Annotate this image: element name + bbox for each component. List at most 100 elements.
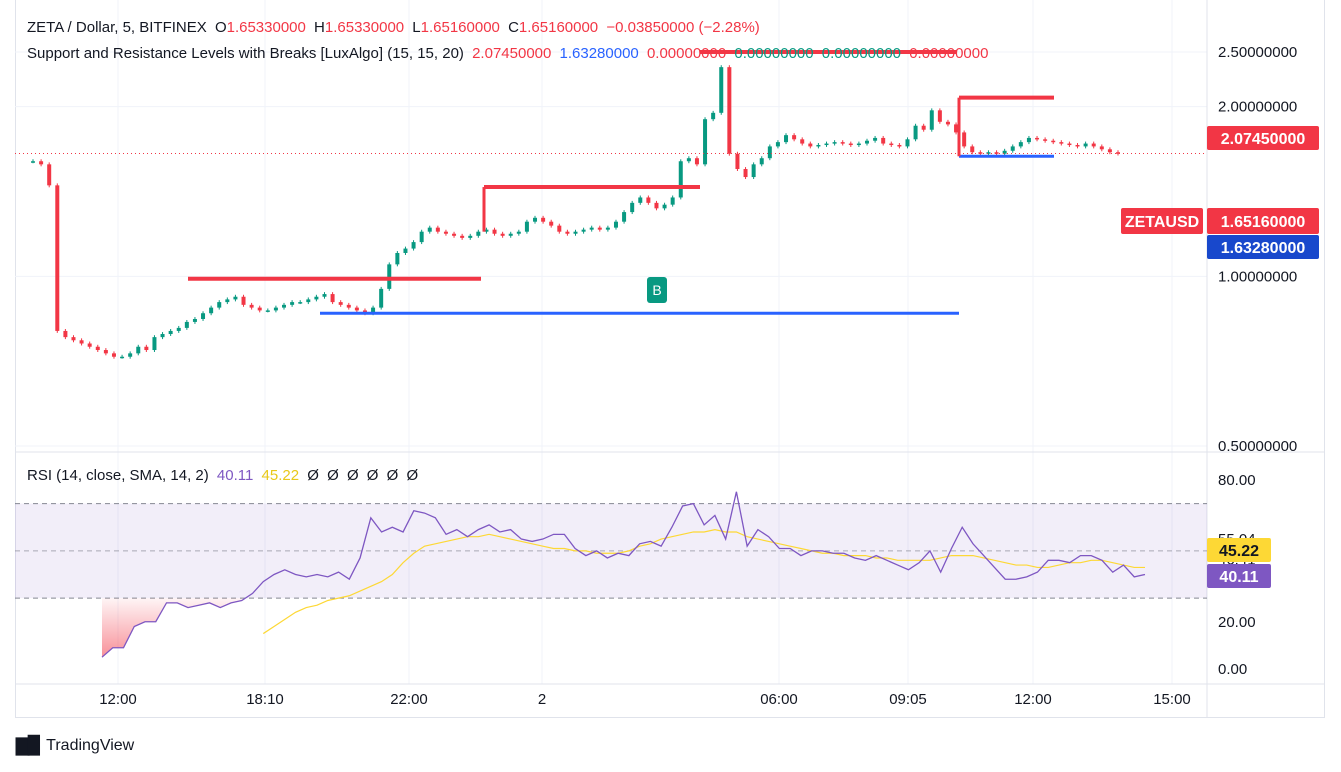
candle-body [71,337,76,341]
rsi-ma-line [262,528,1145,635]
candle-body [881,137,886,144]
candle-body [541,217,546,222]
symbol-badge [1121,208,1203,234]
candle-body [873,137,878,141]
rsi-empty-value: Ø [327,467,339,484]
candle-body [719,67,724,113]
candle-body [290,302,295,305]
candle-body [929,110,934,130]
price-axis-label: 2.50000000 [1218,44,1297,61]
candle-body [549,221,554,226]
rsi-axis-label: 0.00 [1218,661,1247,678]
candle-body [63,330,68,338]
brand-name: TradingView [46,737,135,754]
break-marker [647,277,667,303]
candle-body [727,67,732,154]
candle-body [711,112,716,120]
candle-body [273,307,278,311]
candle-body [662,204,667,209]
candle-body [816,144,821,147]
candle-body [954,124,959,133]
candle-body [168,330,173,335]
candle-body [371,307,376,314]
resistance-price-badge [1207,126,1319,150]
candle-body [1059,142,1064,144]
symbol-badge-text: ZETAUSD [1125,214,1199,231]
candle-body [160,334,165,338]
candle-body [411,242,416,249]
candle-body [913,125,918,140]
indicator-value: 0.00000000 [646,45,727,62]
close-value: 1.65160000 [518,19,599,36]
candle-body [330,294,335,303]
time-axis-label: 12:00 [1014,691,1052,708]
candle-body [1018,142,1023,147]
candle-body [306,299,311,303]
chart-frame [15,0,1325,718]
candle-body [1002,150,1007,154]
tradingview-brand[interactable]: ▇▉ TradingView [16,736,134,756]
candle-body [824,143,829,146]
rsi-legend: RSI (14, close, SMA, 14, 2) 40.11 45.22 … [27,467,422,484]
candle-body [419,231,424,243]
candle-body [1043,139,1048,141]
indicator-value: 2.07450000 [472,45,552,62]
candle-body [589,227,594,230]
candle-body [443,231,448,234]
candle-body [314,296,319,300]
candle-body [136,346,141,354]
candle-body [87,343,92,347]
candle-body [832,142,837,144]
break-marker-label: B [652,282,661,298]
candle-body [55,185,60,331]
indicator-name[interactable]: Support and Resistance Levels with Break… [27,45,464,62]
indicator-legend: Support and Resistance Levels with Break… [27,45,992,62]
support-price-badge-text: 1.63280000 [1221,240,1306,257]
candle-body [678,161,683,198]
candle-body [176,327,181,331]
candle-body [1026,137,1031,143]
candle-body [1051,140,1056,143]
candle-body [743,169,748,178]
candle-body [962,132,967,147]
candle-body [945,121,950,125]
candle-body [605,227,610,230]
candle-body [103,350,108,354]
close-label: C [508,19,519,36]
candle-body [994,152,999,154]
candle-body [79,340,84,344]
rsi-badge [1207,564,1271,588]
candle-body [1067,143,1072,146]
low-value: 1.65160000 [420,19,500,36]
candle-body [573,231,578,234]
time-axis-label: 06:00 [760,691,798,708]
candle-body [1107,149,1112,153]
candle-body [775,142,780,147]
candle-body [31,161,35,163]
candle-body [533,217,538,222]
indicator-value: 1.63280000 [559,45,639,62]
change-value: −0.03850000 (−2.28%) [606,19,760,36]
candle-body [759,158,764,165]
candle-body [403,248,408,253]
rsi-empty-value: Ø [366,467,379,484]
candle-body [897,144,902,147]
candle-body [937,110,942,122]
open-label: O [214,19,227,36]
symbol-line[interactable]: ZETA / Dollar, 5, BITFINEX [27,19,207,36]
candle-body [111,353,116,357]
candle-body [735,153,740,170]
price-legend: ZETA / Dollar, 5, BITFINEX O1.65330000 H… [27,19,764,36]
candle-body [622,212,627,222]
rsi-ma-value: 45.22 [261,467,300,484]
candles-group [31,65,1120,359]
candle-body [282,304,287,308]
low-label: L [412,19,421,36]
rsi-empty-value: Ø [346,467,359,484]
rsi-name[interactable]: RSI (14, close, SMA, 14, 2) [27,467,209,484]
candle-body [241,296,246,305]
candle-body [435,227,440,232]
candle-body [152,337,157,351]
rsi-empty-value: Ø [406,467,419,484]
